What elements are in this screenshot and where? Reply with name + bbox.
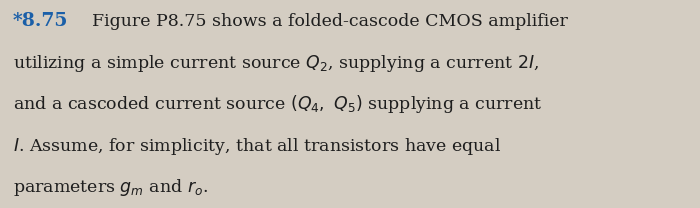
- Text: *8.75: *8.75: [13, 12, 68, 30]
- Text: $I$. Assume, for simplicity, that all transistors have equal: $I$. Assume, for simplicity, that all tr…: [13, 136, 500, 157]
- Text: parameters $g_m$ and $r_o$.: parameters $g_m$ and $r_o$.: [13, 177, 208, 198]
- Text: and a cascoded current source $(Q_4,\ Q_5)$ supplying a current: and a cascoded current source $(Q_4,\ Q_…: [13, 93, 542, 115]
- Text: Figure P8.75 shows a folded-cascode CMOS amplifier: Figure P8.75 shows a folded-cascode CMOS…: [92, 13, 568, 30]
- Text: utilizing a simple current source $Q_2$, supplying a current $2I$,: utilizing a simple current source $Q_2$,…: [13, 53, 538, 74]
